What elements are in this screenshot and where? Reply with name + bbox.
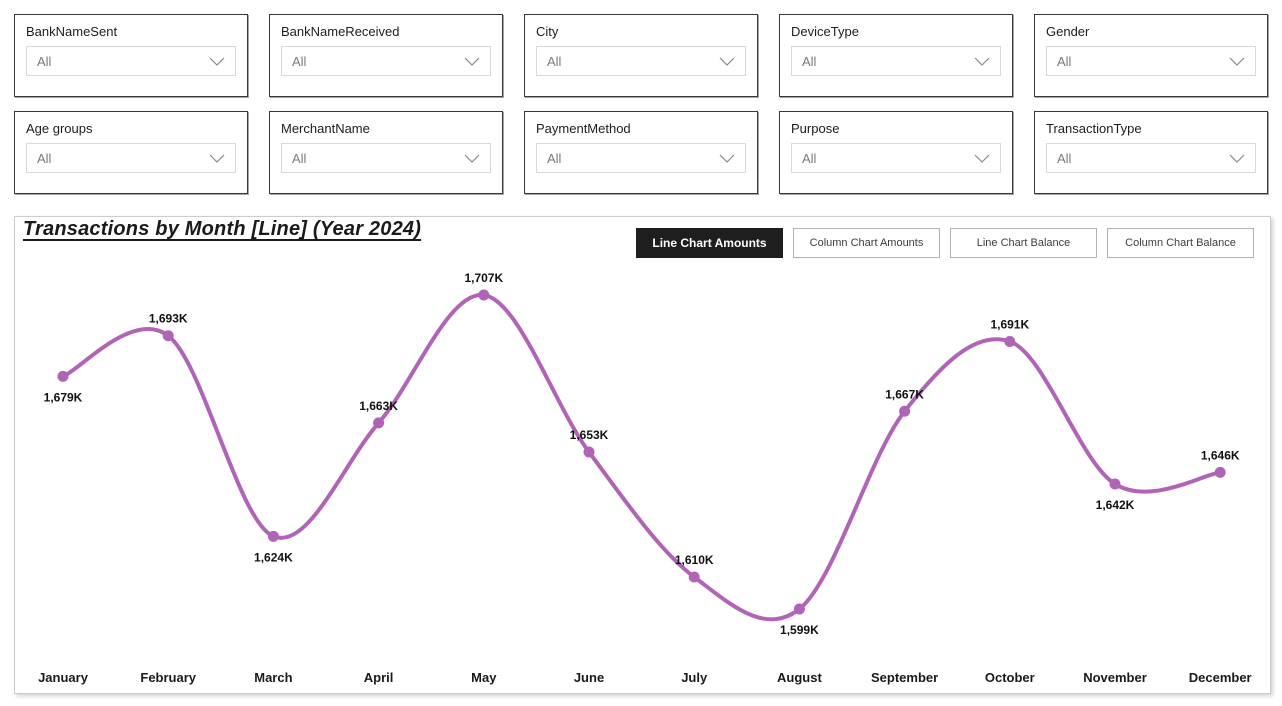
- data-point-december[interactable]: [1214, 466, 1226, 478]
- data-point-september[interactable]: [899, 405, 911, 417]
- line-chart: 1,679K January 1,693K February 1,624K March 1,…: [15, 217, 1270, 693]
- chevron-down-icon: [464, 154, 480, 163]
- line-chart-svg: 1,679K January 1,693K February 1,624K March 1,…: [38, 271, 1252, 685]
- slicer-dropdown-devicetype[interactable]: All: [791, 46, 1001, 76]
- slicer-transactiontype: TransactionType All: [1034, 111, 1268, 194]
- x-axis-label: February: [140, 670, 196, 685]
- chevron-down-icon: [1229, 57, 1245, 66]
- data-label: 1,599K: [780, 623, 819, 637]
- slicer-dropdown-purpose[interactable]: All: [791, 143, 1001, 173]
- data-label: 1,707K: [464, 271, 503, 285]
- slicer-city: City All: [524, 14, 758, 97]
- data-point-april[interactable]: [373, 417, 385, 429]
- slicer-row-2: Age groups All MerchantName All PaymentM…: [14, 111, 1268, 194]
- x-axis-label: June: [574, 670, 604, 685]
- data-label: 1,646K: [1201, 448, 1240, 462]
- slicer-devicetype: DeviceType All: [779, 14, 1013, 97]
- slicer-selected-value: All: [1057, 53, 1072, 69]
- x-axis-label: March: [254, 670, 292, 685]
- x-axis-label: December: [1189, 670, 1252, 685]
- data-label: 1,610K: [675, 553, 714, 567]
- x-axis-label: August: [777, 670, 822, 685]
- data-label: 1,663K: [359, 399, 398, 413]
- data-label: 1,691K: [990, 318, 1029, 332]
- slicer-dropdown-banknamereceived[interactable]: All: [281, 46, 491, 76]
- chevron-down-icon: [974, 57, 990, 66]
- slicer-selected-value: All: [37, 150, 52, 166]
- data-point-march[interactable]: [267, 530, 279, 542]
- slicer-selected-value: All: [37, 53, 52, 69]
- slicer-paymentmethod: PaymentMethod All: [524, 111, 758, 194]
- slicer-dropdown-banknamesent[interactable]: All: [26, 46, 236, 76]
- slicer-selected-value: All: [802, 53, 817, 69]
- chart-panel: Transactions by Month [Line] (Year 2024)…: [14, 216, 1271, 694]
- slicer-selected-value: All: [547, 150, 562, 166]
- x-axis-label: May: [471, 670, 497, 685]
- slicer-label: Gender: [1046, 24, 1090, 39]
- chevron-down-icon: [719, 57, 735, 66]
- data-label: 1,693K: [149, 312, 188, 326]
- slicer-selected-value: All: [292, 150, 307, 166]
- chart-title: Transactions by Month [Line] (Year 2024): [23, 218, 422, 240]
- slicer-gender: Gender All: [1034, 14, 1268, 97]
- x-axis-label: April: [364, 670, 394, 685]
- data-point-november[interactable]: [1109, 478, 1121, 490]
- chevron-down-icon: [464, 57, 480, 66]
- slicer-dropdown-transactiontype[interactable]: All: [1046, 143, 1256, 173]
- slicer-purpose: Purpose All: [779, 111, 1013, 194]
- data-point-october[interactable]: [1004, 336, 1016, 348]
- slicer-dropdown-age-groups[interactable]: All: [26, 143, 236, 173]
- data-label: 1,679K: [44, 390, 83, 404]
- data-point-may[interactable]: [478, 289, 490, 301]
- button-column-chart-balance[interactable]: Column Chart Balance: [1107, 228, 1254, 258]
- slicer-banknamesent: BankNameSent All: [14, 14, 248, 97]
- button-column-chart-amounts[interactable]: Column Chart Amounts: [793, 228, 940, 258]
- slicer-selected-value: All: [547, 53, 562, 69]
- x-axis-label: July: [681, 670, 708, 685]
- slicer-merchantname: MerchantName All: [269, 111, 503, 194]
- button-line-chart-balance[interactable]: Line Chart Balance: [950, 228, 1097, 258]
- slicer-label: City: [536, 24, 559, 39]
- slicer-banknamereceived: BankNameReceived All: [269, 14, 503, 97]
- x-axis-label: October: [985, 670, 1035, 685]
- data-point-august[interactable]: [793, 603, 805, 615]
- data-point-february[interactable]: [162, 330, 174, 342]
- slicer-label: Age groups: [26, 121, 93, 136]
- line-series-path: [61, 292, 1223, 622]
- chart-view-buttons: Line Chart Amounts Column Chart Amounts …: [636, 228, 1254, 258]
- slicer-label: DeviceType: [791, 24, 859, 39]
- slicer-age-groups: Age groups All: [14, 111, 248, 194]
- slicer-label: BankNameReceived: [281, 24, 400, 39]
- chevron-down-icon: [209, 57, 225, 66]
- slicer-dropdown-paymentmethod[interactable]: All: [536, 143, 746, 173]
- slicer-selected-value: All: [292, 53, 307, 69]
- x-axis-label: January: [38, 670, 89, 685]
- data-label: 1,667K: [885, 387, 924, 401]
- slicer-label: PaymentMethod: [536, 121, 631, 136]
- slicer-label: MerchantName: [281, 121, 370, 136]
- data-point-july[interactable]: [688, 571, 700, 583]
- data-label: 1,642K: [1096, 498, 1135, 512]
- data-point-june[interactable]: [583, 446, 595, 458]
- data-label: 1,653K: [570, 428, 609, 442]
- slicer-label: BankNameSent: [26, 24, 118, 39]
- slicer-label: TransactionType: [1046, 121, 1142, 136]
- chevron-down-icon: [1229, 154, 1245, 163]
- slicer-dropdown-merchantname[interactable]: All: [281, 143, 491, 173]
- slicer-label: Purpose: [791, 121, 840, 136]
- slicer-dropdown-gender[interactable]: All: [1046, 46, 1256, 76]
- chevron-down-icon: [209, 154, 225, 163]
- x-axis-label: September: [871, 670, 938, 685]
- data-point-january[interactable]: [57, 370, 69, 382]
- chevron-down-icon: [719, 154, 735, 163]
- data-label: 1,624K: [254, 550, 293, 564]
- button-line-chart-amounts[interactable]: Line Chart Amounts: [636, 228, 783, 258]
- chevron-down-icon: [974, 154, 990, 163]
- slicer-selected-value: All: [802, 150, 817, 166]
- slicer-row-1: BankNameSent All BankNameReceived All Ci…: [14, 14, 1268, 97]
- x-axis-label: November: [1083, 670, 1147, 685]
- slicer-dropdown-city[interactable]: All: [536, 46, 746, 76]
- slicer-selected-value: All: [1057, 150, 1072, 166]
